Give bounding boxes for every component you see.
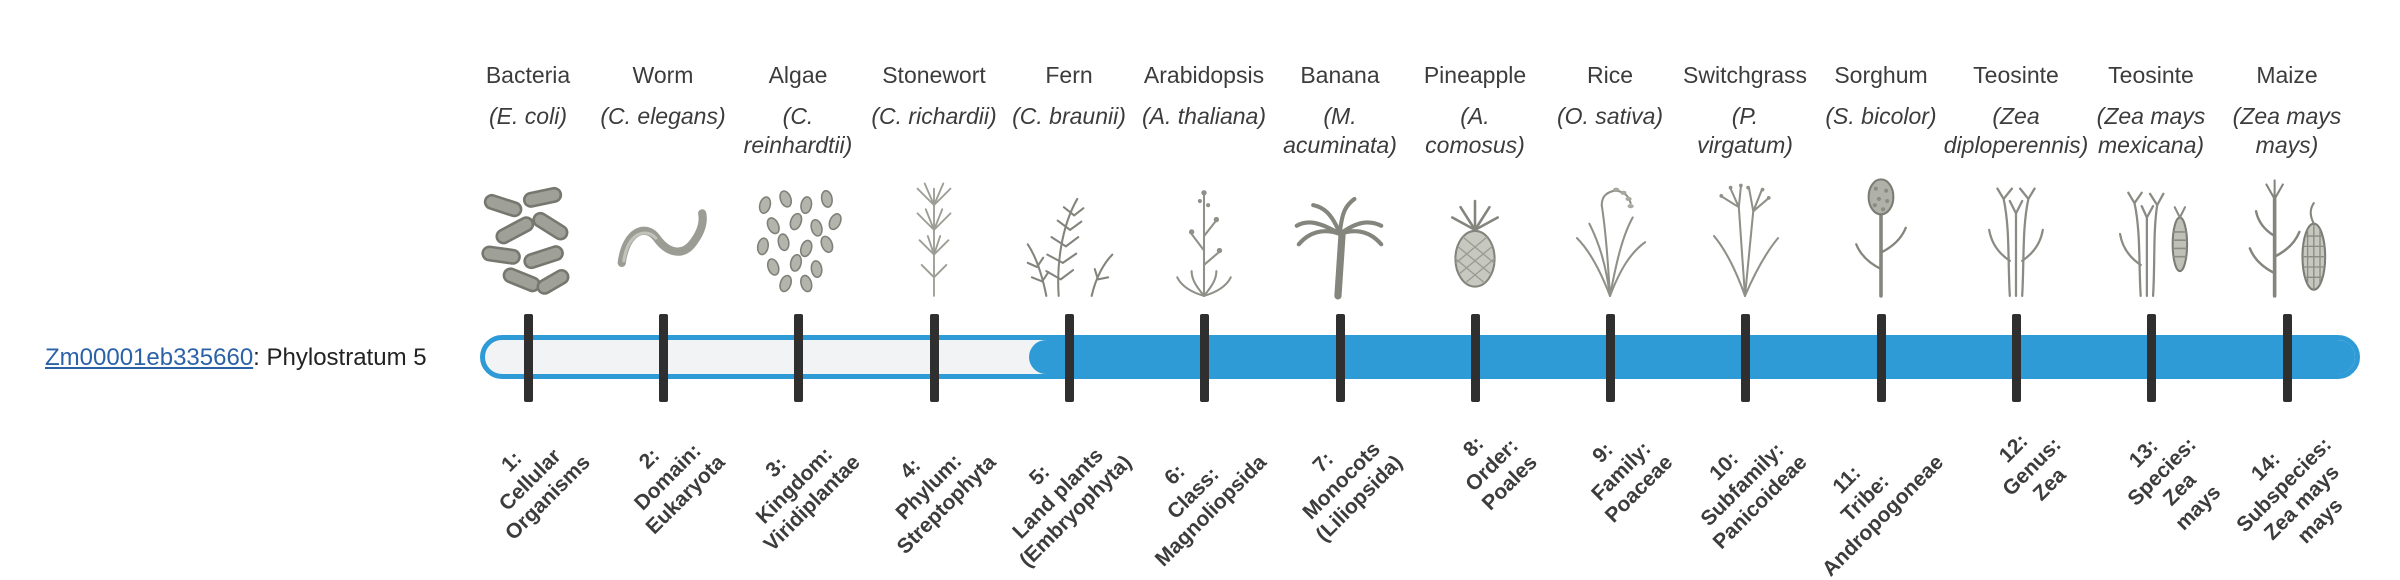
gene-phylostratum-text: : Phylostratum 5: [253, 344, 427, 371]
stratum-label: 4: Phylum: Streptophyta: [891, 449, 1002, 559]
stratum-label: 6: Class: Magnoliopsida: [1150, 450, 1272, 572]
organism-scientific-name: (E. coli): [489, 103, 567, 129]
stratum-tick: [929, 314, 939, 402]
stratum-tick: [2011, 314, 2021, 402]
organism-common-name: Algae: [768, 62, 828, 88]
organism-scientific-name: (C. braunii): [1012, 103, 1126, 129]
stratum-tick: [523, 314, 533, 402]
stratum-tick: [1876, 314, 1886, 402]
fern-icon: [1007, 164, 1131, 300]
stratum-tick: [1470, 314, 1480, 402]
stratum-label: 7: Monocots (Liliopsida): [1298, 437, 1408, 547]
stratum-label: 11: Tribe: Andropogoneae: [1818, 450, 1949, 580]
maize-icon: [2225, 164, 2349, 300]
organism-common-name: Teosinte: [1973, 62, 2059, 88]
arabidopsis-icon: [1142, 164, 1266, 300]
organism-common-name: Maize: [2256, 62, 2318, 88]
organism-scientific-name: (M. acuminata): [1283, 103, 1397, 158]
organism-scientific-name: (C. elegans): [600, 103, 726, 129]
organism-scientific-name: (C. reinhardtii): [743, 103, 853, 158]
teosinte-mexicana-icon: [2089, 164, 2213, 300]
teosinte-diploperennis-icon: [1954, 164, 2078, 300]
stratum-tick: [1335, 314, 1345, 402]
phylostrata-bar-track: [480, 335, 2360, 379]
bacteria-icon: [466, 164, 590, 300]
organism-common-name: Worm: [632, 62, 694, 88]
organism-common-name: Banana: [1300, 62, 1380, 88]
sorghum-icon: [1819, 164, 1943, 300]
organism-scientific-name: (A. comosus): [1425, 103, 1525, 158]
organism-common-name: Arabidopsis: [1143, 62, 1265, 88]
stratum-tick: [2146, 314, 2156, 402]
stratum-tick: [1605, 314, 1615, 402]
stratum-label: 1: Cellular Organisms: [494, 444, 596, 545]
pineapple-icon: [1413, 164, 1537, 300]
organism-common-name: Rice: [1586, 62, 1634, 88]
stonewort-icon: [872, 164, 996, 300]
stratum-tick: [1740, 314, 1750, 402]
phylostrata-bar-fill: [1029, 340, 2355, 374]
organism-scientific-name: (Zea mays mays): [2232, 103, 2342, 158]
switchgrass-icon: [1683, 164, 1807, 300]
organism-scientific-name: (C. richardii): [871, 103, 997, 129]
stratum-label: 8: Order: Poales: [1459, 432, 1543, 516]
organism-common-name: Sorghum: [1834, 62, 1928, 88]
stratum-label: 5: Land plants (Embryophyta): [1007, 443, 1137, 572]
organism-common-name: Teosinte: [2108, 62, 2194, 88]
organism-common-name: Bacteria: [485, 62, 571, 88]
stratum-label: 3: Kingdom: Viridiplantae: [751, 442, 866, 557]
stratum-label: 2: Domain: Eukaryota: [630, 439, 731, 539]
organism-scientific-name: (A. thaliana): [1141, 103, 1267, 129]
organism-common-name: Fern: [1045, 62, 1093, 88]
organism-scientific-name: (O. sativa): [1556, 103, 1664, 129]
organism-common-name: Pineapple: [1423, 62, 1527, 88]
stratum-label: 9: Family: Poaceae: [1586, 436, 1678, 528]
gene-label: Zm00001eb335660: Phylostratum 5: [45, 344, 427, 372]
organism-scientific-name: (S. bicolor): [1825, 103, 1937, 129]
organism-scientific-name: (Zea diploperennis): [1943, 103, 2089, 158]
stratum-tick: [793, 314, 803, 402]
organism-scientific-name: (Zea mays mexicana): [2096, 103, 2206, 158]
stratum-label: 13: Species: Zea mays: [2122, 432, 2225, 535]
rice-icon: [1548, 164, 1672, 300]
stratum-tick: [658, 314, 668, 402]
banana-icon: [1278, 164, 1402, 300]
gene-link[interactable]: Zm00001eb335660: [45, 344, 254, 371]
algae-icon: [736, 164, 860, 300]
organism-scientific-name: (P. virgatum): [1697, 103, 1793, 158]
stratum-tick: [2282, 314, 2292, 402]
worm-icon: [601, 164, 725, 300]
stratum-label: 14: Subspecies: Zea mays mays: [2232, 432, 2348, 549]
stratum-tick: [1064, 314, 1074, 402]
organism-common-name: Switchgrass: [1683, 62, 1807, 88]
stratum-label: 12: Genus: Zea: [1994, 429, 2071, 506]
stratum-tick: [1199, 314, 1209, 402]
organism-common-name: Stonewort: [882, 62, 986, 88]
